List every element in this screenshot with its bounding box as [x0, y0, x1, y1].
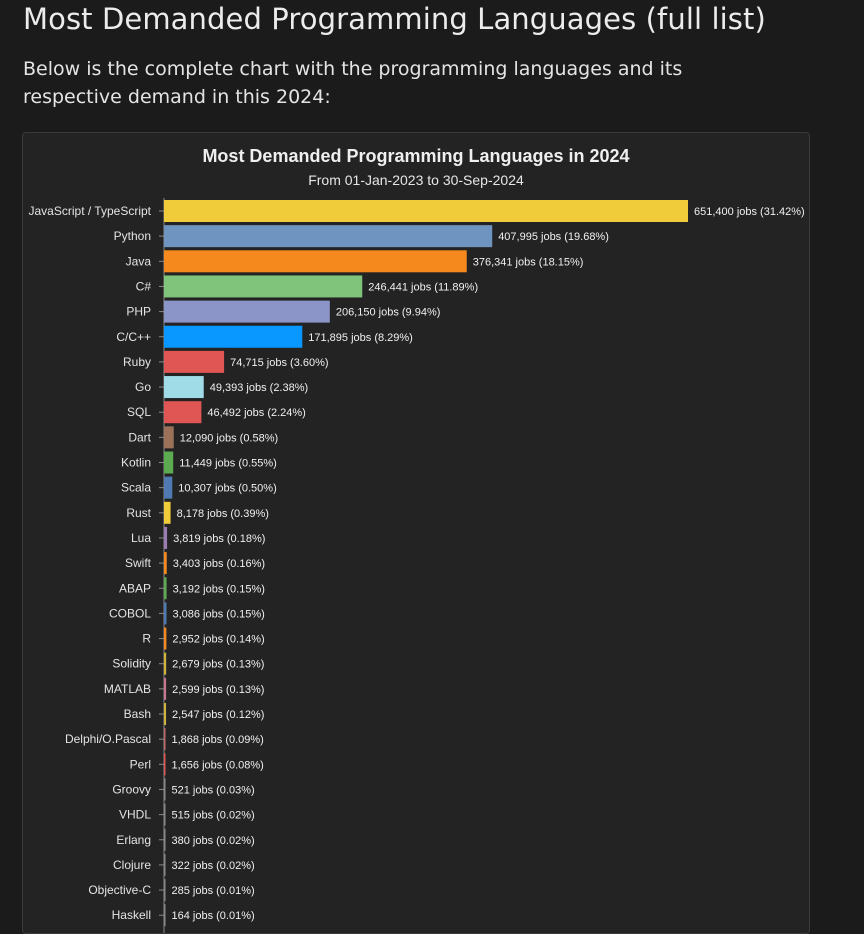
- bar: [164, 350, 225, 373]
- bar: [164, 376, 204, 399]
- bar: [164, 753, 166, 776]
- value-label: 3,192 jobs (0.15%): [173, 583, 265, 595]
- bar: [164, 627, 167, 650]
- bar: [164, 728, 166, 751]
- value-label: 2,599 jobs (0.13%): [172, 684, 264, 696]
- value-label: 380 jobs (0.02%): [172, 835, 255, 847]
- value-label: 12,090 jobs (0.58%): [180, 432, 278, 444]
- bar: [164, 401, 202, 424]
- category-label: C/C++: [116, 330, 151, 344]
- category-label: SQL: [127, 405, 151, 419]
- category-label: Ruby: [123, 355, 151, 369]
- category-label: JavaScript / TypeScript: [29, 204, 152, 218]
- bar: [164, 250, 467, 273]
- value-label: 521 jobs (0.03%): [172, 784, 255, 796]
- value-label: 3,086 jobs (0.15%): [172, 608, 264, 620]
- bar: [164, 904, 166, 927]
- value-label: 2,679 jobs (0.13%): [172, 659, 264, 671]
- category-label: ABAP: [119, 581, 151, 595]
- value-label: 376,341 jobs (18.15%): [473, 256, 584, 268]
- category-label: Kotlin: [121, 456, 151, 470]
- category-label: Erlang: [116, 833, 151, 847]
- value-label: 74,715 jobs (3.60%): [230, 357, 328, 369]
- value-label: 8,178 jobs (0.39%): [177, 508, 269, 520]
- bar: [164, 778, 166, 801]
- category-label: Groovy: [112, 782, 151, 796]
- value-label: 2,952 jobs (0.14%): [172, 634, 264, 646]
- category-label: Rust: [126, 506, 151, 520]
- value-label: 1,868 jobs (0.09%): [172, 734, 264, 746]
- bar: [164, 325, 303, 348]
- category-label: C#: [136, 279, 152, 293]
- value-label: 3,819 jobs (0.18%): [173, 533, 265, 545]
- value-label: 164 jobs (0.01%): [172, 910, 255, 922]
- category-label: VHDL: [119, 808, 151, 822]
- value-label: 2,547 jobs (0.12%): [172, 709, 264, 721]
- category-label: Java: [126, 254, 152, 268]
- bar: [164, 200, 688, 222]
- value-label: 285 jobs (0.01%): [172, 885, 255, 897]
- bar: [164, 275, 363, 298]
- category-label: Lua: [131, 531, 151, 545]
- value-label: 49,393 jobs (2.38%): [210, 382, 308, 394]
- bar-chart: Most Demanded Programming Languages in 2…: [29, 146, 805, 933]
- value-label: 171,895 jobs (8.29%): [308, 332, 413, 344]
- bar: [164, 703, 167, 725]
- category-label: Objective-C: [88, 883, 151, 897]
- value-label: 515 jobs (0.02%): [172, 810, 255, 822]
- bar: [164, 828, 166, 851]
- bar: [164, 225, 493, 248]
- page-title: Most Demanded Programming Languages (ful…: [23, 2, 766, 36]
- intro-text: Below is the complete chart with the pro…: [23, 58, 683, 108]
- category-label: Swift: [125, 556, 152, 570]
- bar: [164, 577, 167, 600]
- category-label: MATLAB: [104, 682, 151, 696]
- value-label: 11,449 jobs (0.55%): [179, 458, 277, 470]
- category-label: Solidity: [112, 657, 151, 671]
- value-label: 3,403 jobs (0.16%): [173, 558, 265, 570]
- value-label: 1,656 jobs (0.08%): [172, 759, 264, 771]
- bar: [164, 879, 166, 902]
- category-label: Perl: [130, 757, 151, 771]
- chart-subtitle: From 01-Jan-2023 to 30-Sep-2024: [308, 172, 524, 188]
- bar: [164, 677, 167, 700]
- bar: [164, 602, 167, 625]
- value-label: 407,995 jobs (19.68%): [498, 231, 609, 243]
- category-label: R: [142, 632, 151, 646]
- value-label: 246,441 jobs (11.89%): [368, 281, 478, 293]
- category-label: Delphi/O.Pascal: [65, 732, 151, 746]
- value-label: 651,400 jobs (31.42%): [694, 206, 805, 218]
- value-label: 322 jobs (0.02%): [172, 860, 255, 872]
- bar: [164, 501, 171, 524]
- category-label: COBOL: [109, 606, 151, 620]
- value-label: 206,150 jobs (9.94%): [336, 307, 441, 319]
- category-label: Dart: [128, 430, 151, 444]
- category-label: Bash: [124, 707, 151, 721]
- category-label: Python: [114, 229, 151, 243]
- category-label: Clojure: [113, 858, 151, 872]
- category-label: PHP: [126, 305, 151, 319]
- bar: [164, 476, 173, 499]
- bar: [164, 803, 166, 826]
- chart-title: Most Demanded Programming Languages in 2…: [202, 146, 629, 166]
- bars-group: JavaScript / TypeScript 651,400 jobs (31.…: [29, 200, 805, 927]
- bar: [164, 451, 174, 474]
- bar: [164, 426, 174, 449]
- bar: [164, 652, 167, 675]
- bar: [164, 552, 167, 575]
- bar: [164, 300, 330, 323]
- category-label: Scala: [121, 481, 151, 495]
- value-label: 10,307 jobs (0.50%): [178, 483, 276, 495]
- bar: [164, 853, 166, 876]
- bar: [164, 526, 168, 549]
- category-label: Go: [135, 380, 151, 394]
- value-label: 46,492 jobs (2.24%): [207, 407, 305, 419]
- category-label: Haskell: [112, 908, 151, 922]
- chart-card: Most Demanded Programming Languages in 2…: [22, 132, 810, 934]
